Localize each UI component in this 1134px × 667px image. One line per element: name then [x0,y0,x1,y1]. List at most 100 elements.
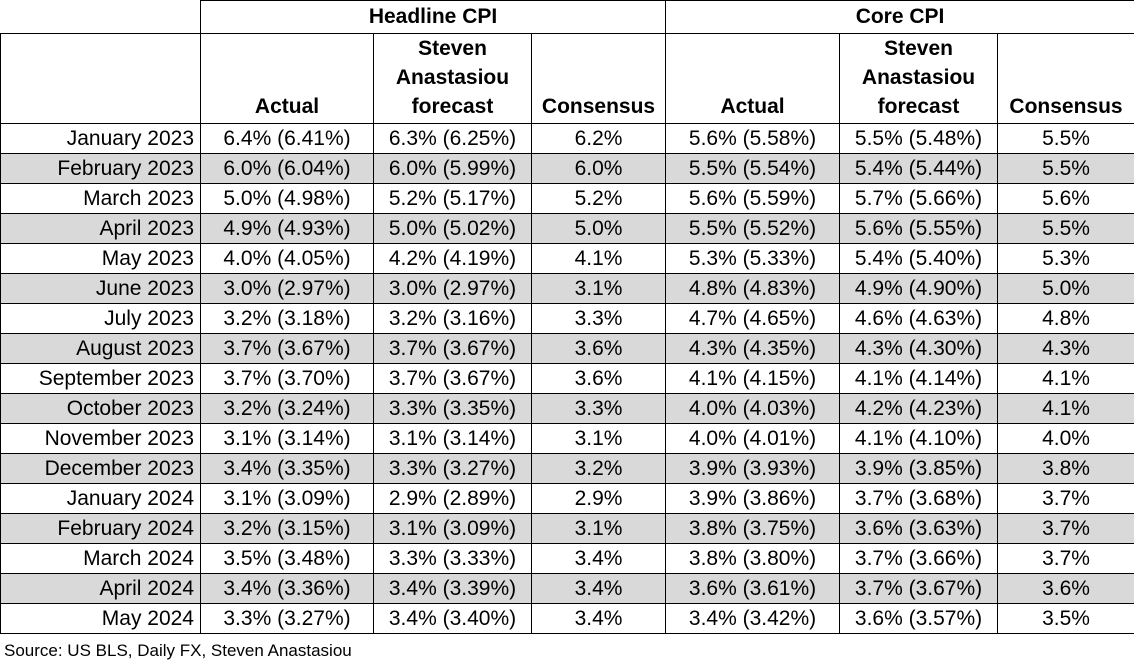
table-row: November 2023 3.1% (3.14%) 3.1% (3.14%) 3.1… [0,423,1134,454]
table-cell: 3.1% (3.09%) [200,483,374,514]
table-cell: 3.2% (3.18%) [200,303,374,334]
table-row: May 2023 4.0% (4.05%) 4.2% (4.19%) 4.1% 5.3%… [0,243,1134,274]
table-cell: 3.0% (2.97%) [373,273,532,304]
table-cell: 5.6% (5.59%) [665,183,841,214]
table-cell: 2.9% [530,483,667,514]
row-label: December 2023 [0,453,201,484]
table-cell: 3.3% (3.27%) [373,453,532,484]
column-header: Consensus [530,33,667,124]
table-row: August 2023 3.7% (3.67%) 3.7% (3.67%) 3.6% 4… [0,333,1134,364]
row-label: February 2024 [0,513,201,544]
table-cell: 3.7% (3.67%) [839,573,999,604]
table-cell: 3.4% (3.40%) [373,603,532,634]
table-cell: 3.7% [997,483,1134,514]
table-cell: 3.4% (3.35%) [200,453,374,484]
row-label: November 2023 [0,423,201,454]
table-row: October 2023 3.2% (3.24%) 3.3% (3.35%) 3.3%… [0,393,1134,424]
table-cell: 4.2% (4.23%) [839,393,999,424]
table-row: January 2023 6.4% (6.41%) 6.3% (6.25%) 6.2%… [0,123,1134,154]
group-header-core: Core CPI [665,0,1134,34]
table-cell: 3.1% [530,513,667,544]
table-row: February 2023 6.0% (6.04%) 6.0% (5.99%) 6.0… [0,153,1134,184]
row-label: May 2024 [0,603,201,634]
table-row: January 2024 3.1% (3.09%) 2.9% (2.89%) 2.9%… [0,483,1134,514]
table-cell: 3.7% (3.70%) [200,363,374,394]
table-cell: 3.6% [997,573,1134,604]
table-cell: 5.5% (5.54%) [665,153,841,184]
table-cell: 3.2% (3.24%) [200,393,374,424]
row-label: January 2024 [0,483,201,514]
table-cell: 3.6% (3.61%) [665,573,841,604]
table-cell: 4.6% (4.63%) [839,303,999,334]
table-cell: 5.5% (5.52%) [665,213,841,244]
table-body: January 2023 6.4% (6.41%) 6.3% (6.25%) 6.2%… [0,123,1134,634]
row-label: January 2023 [0,123,201,154]
group-header-headline: Headline CPI [199,0,667,34]
table-cell: 3.4% (3.39%) [373,573,532,604]
column-header: Steven Anastasiou forecast [373,33,532,124]
table-cell: 3.5% [997,603,1134,634]
table-row: May 2024 3.3% (3.27%) 3.4% (3.40%) 3.4% 3.4%… [0,603,1134,634]
table-row: April 2023 4.9% (4.93%) 5.0% (5.02%) 5.0% 5.… [0,213,1134,244]
column-header: Consensus [997,33,1134,124]
table-cell: 3.2% (3.16%) [373,303,532,334]
table-cell: 4.1% [997,393,1134,424]
table-cell: 5.0% [997,273,1134,304]
table-cell: 4.7% (4.65%) [665,303,841,334]
table-cell: 4.1% [530,243,667,274]
row-label: October 2023 [0,393,201,424]
table-cell: 6.0% (6.04%) [200,153,374,184]
table-cell: 5.5% (5.48%) [839,123,999,154]
column-header: Actual [665,33,841,124]
table-cell: 3.3% (3.33%) [373,543,532,574]
table-cell: 5.0% [530,213,667,244]
table-cell: 6.2% [530,123,667,154]
table-cell: 3.1% [530,273,667,304]
table-cell: 4.1% (4.10%) [839,423,999,454]
table-cell: 4.1% (4.14%) [839,363,999,394]
table-cell: 5.4% (5.40%) [839,243,999,274]
table-cell: 3.2% [530,453,667,484]
table-cell: 3.8% (3.75%) [665,513,841,544]
table-cell: 5.5% [997,153,1134,184]
table-cell: 3.3% [530,393,667,424]
table-cell: 3.6% [530,363,667,394]
corner-cell [0,0,201,34]
table-row: December 2023 3.4% (3.35%) 3.3% (3.27%) 3.2… [0,453,1134,484]
table-cell: 3.3% (3.27%) [200,603,374,634]
table-cell: 3.7% (3.66%) [839,543,999,574]
table-row: June 2023 3.0% (2.97%) 3.0% (2.97%) 3.1% 4.8… [0,273,1134,304]
table-cell: 3.5% (3.48%) [200,543,374,574]
table-cell: 5.3% [997,243,1134,274]
table-cell: 3.7% (3.67%) [200,333,374,364]
column-header: Steven Anastasiou forecast [839,33,999,124]
table-cell: 5.5% [997,213,1134,244]
table-cell: 4.8% (4.83%) [665,273,841,304]
table-cell: 6.0% [530,153,667,184]
table-cell: 4.0% (4.03%) [665,393,841,424]
table-cell: 4.2% (4.19%) [373,243,532,274]
table-cell: 3.1% (3.09%) [373,513,532,544]
row-label: June 2023 [0,273,201,304]
table-cell: 4.8% [997,303,1134,334]
table-cell: 4.0% (4.01%) [665,423,841,454]
table-cell: 3.1% [530,423,667,454]
table-cell: 4.0% [997,423,1134,454]
table-cell: 3.1% (3.14%) [373,423,532,454]
table-cell: 4.3% [997,333,1134,364]
table-cell: 3.9% (3.93%) [665,453,841,484]
row-label-header [0,33,201,124]
row-label: August 2023 [0,333,201,364]
table-cell: 3.7% (3.67%) [373,363,532,394]
row-label: September 2023 [0,363,201,394]
table-row: April 2024 3.4% (3.36%) 3.4% (3.39%) 3.4% 3.… [0,573,1134,604]
row-label: March 2024 [0,543,201,574]
table-cell: 3.2% (3.15%) [200,513,374,544]
table-cell: 3.8% [997,453,1134,484]
table-cell: 3.7% (3.68%) [839,483,999,514]
row-label: July 2023 [0,303,201,334]
table-row: March 2024 3.5% (3.48%) 3.3% (3.33%) 3.4% 3.… [0,543,1134,574]
table-cell: 5.5% [997,123,1134,154]
table-cell: 3.6% [530,333,667,364]
table-cell: 4.1% [997,363,1134,394]
